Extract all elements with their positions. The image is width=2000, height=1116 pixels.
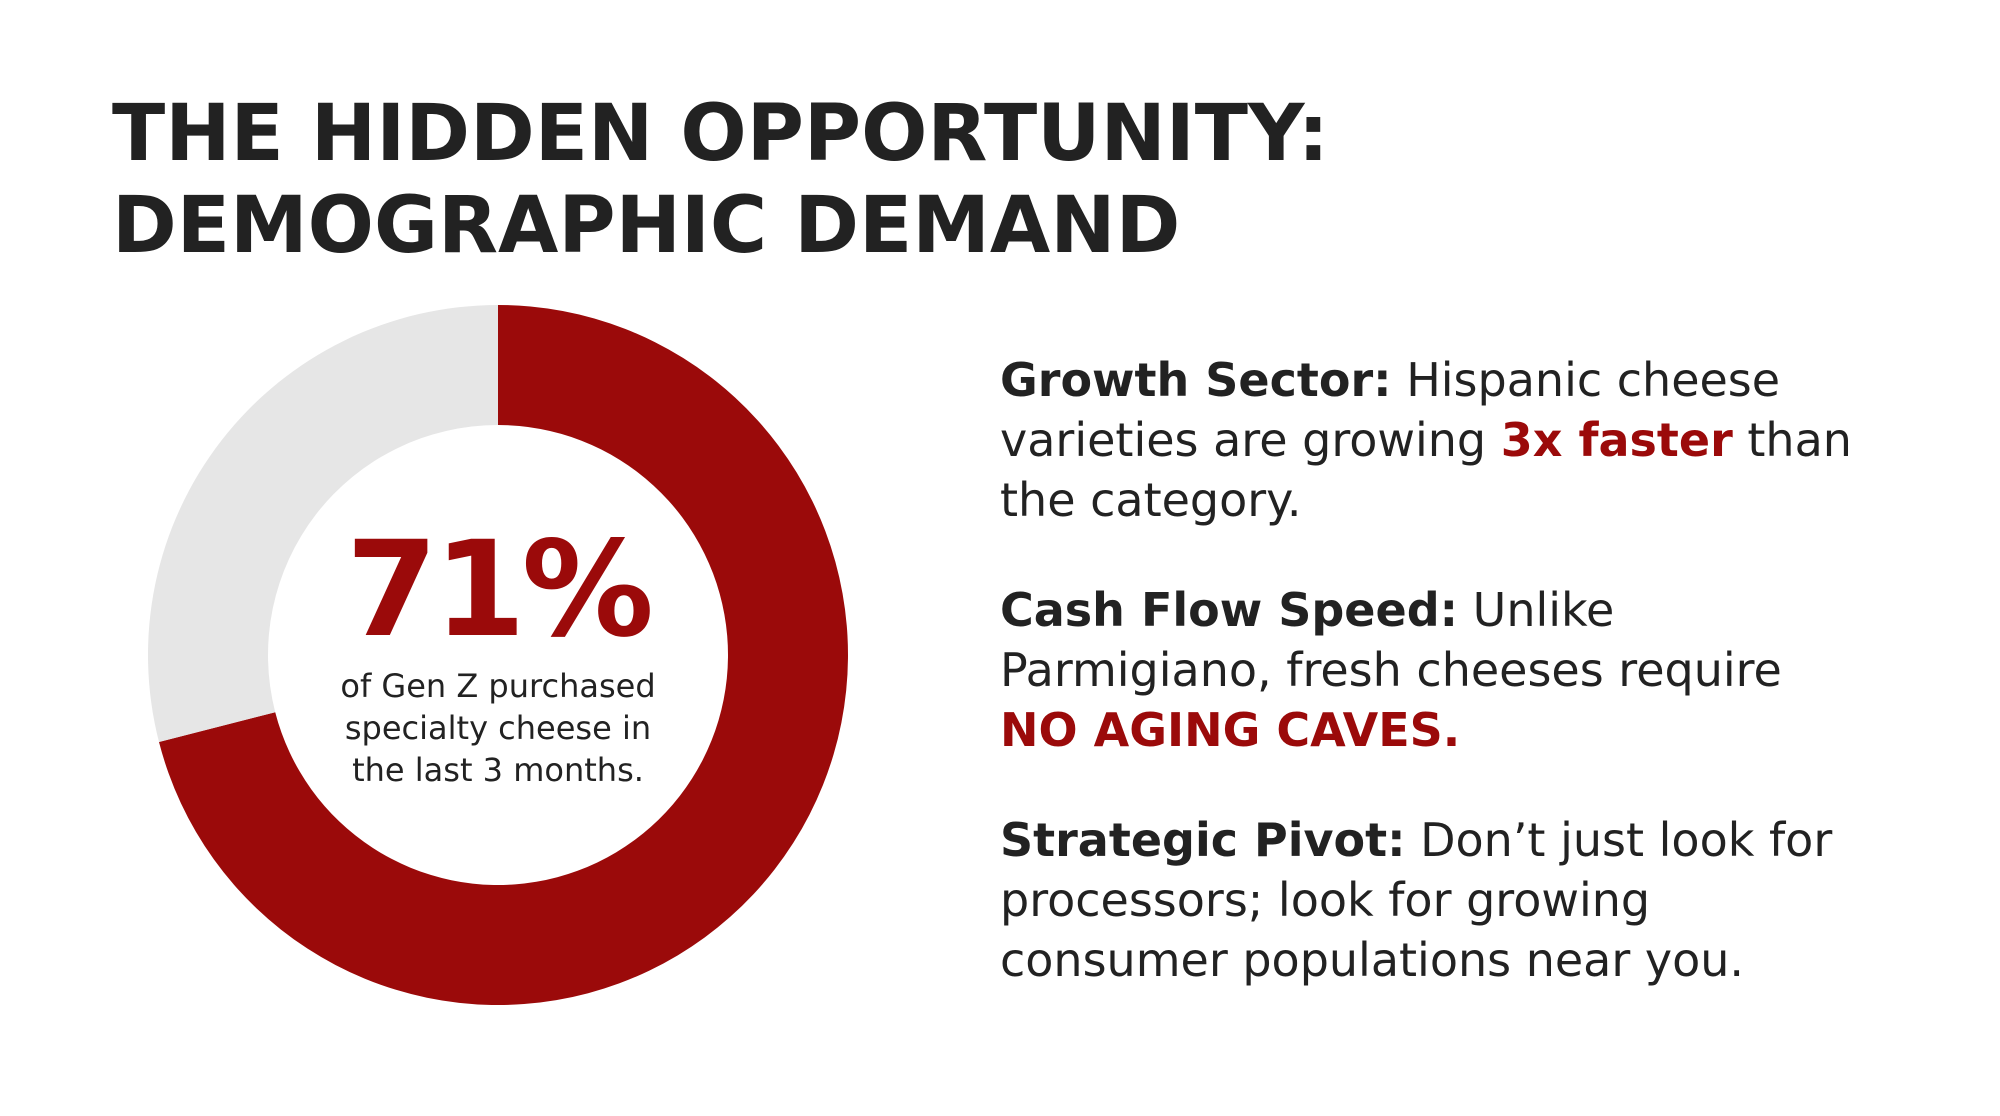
page-title-line-1: THE HIDDEN OPPORTUNITY: xyxy=(112,89,1329,179)
point-highlight: NO AGING CAVES. xyxy=(1000,703,1461,757)
point-label: Cash Flow Speed: xyxy=(1000,583,1459,637)
donut-chart: 71% of Gen Z purchased specialty cheese … xyxy=(148,305,848,1005)
point-line: the category. xyxy=(1000,470,1920,530)
point-text: Unlike xyxy=(1472,583,1615,637)
point-label: Growth Sector: xyxy=(1000,353,1392,407)
point-text: Don’t just look for xyxy=(1420,813,1833,867)
center-caption-line-3: the last 3 months. xyxy=(352,751,644,789)
page-title: THE HIDDEN OPPORTUNITY: DEMOGRAPHIC DEMA… xyxy=(112,88,1329,272)
point-strategic-pivot: Strategic Pivot: Don’t just look for pro… xyxy=(1000,810,1920,990)
point-label: Strategic Pivot: xyxy=(1000,813,1406,867)
donut-center: 71% of Gen Z purchased specialty cheese … xyxy=(148,305,848,1005)
point-text: Parmigiano, fresh cheeses require xyxy=(1000,643,1782,697)
donut-slice-remainder xyxy=(148,305,498,743)
point-text: consumer populations near you. xyxy=(1000,933,1745,987)
donut-chart-svg xyxy=(148,305,848,1005)
donut-slice-primary xyxy=(158,305,848,1005)
point-cash-flow-speed: Cash Flow Speed: Unlike Parmigiano, fres… xyxy=(1000,580,1920,760)
center-caption-line-2: specialty cheese in xyxy=(344,709,652,747)
point-line: NO AGING CAVES. xyxy=(1000,700,1920,760)
point-line: varieties are growing 3x faster than xyxy=(1000,410,1920,470)
key-points: Growth Sector: Hispanic cheese varieties… xyxy=(1000,350,1920,1040)
point-line: Growth Sector: Hispanic cheese xyxy=(1000,350,1920,410)
point-text: Hispanic cheese xyxy=(1406,353,1781,407)
center-caption: of Gen Z purchased specialty cheese in t… xyxy=(323,665,673,791)
center-value: 71% xyxy=(346,513,654,667)
point-line: Strategic Pivot: Don’t just look for xyxy=(1000,810,1920,870)
point-line: Cash Flow Speed: Unlike xyxy=(1000,580,1920,640)
point-text: processors; look for growing xyxy=(1000,873,1651,927)
point-line: Parmigiano, fresh cheeses require xyxy=(1000,640,1920,700)
center-caption-line-1: of Gen Z purchased xyxy=(340,667,656,705)
point-text: varieties are growing xyxy=(1000,413,1501,467)
point-highlight: 3x faster xyxy=(1500,413,1733,467)
point-growth-sector: Growth Sector: Hispanic cheese varieties… xyxy=(1000,350,1920,530)
page-title-line-2: DEMOGRAPHIC DEMAND xyxy=(112,181,1181,271)
point-text: than xyxy=(1732,413,1852,467)
point-text: the category. xyxy=(1000,473,1302,527)
point-line: processors; look for growing xyxy=(1000,870,1920,930)
point-line: consumer populations near you. xyxy=(1000,930,1920,990)
